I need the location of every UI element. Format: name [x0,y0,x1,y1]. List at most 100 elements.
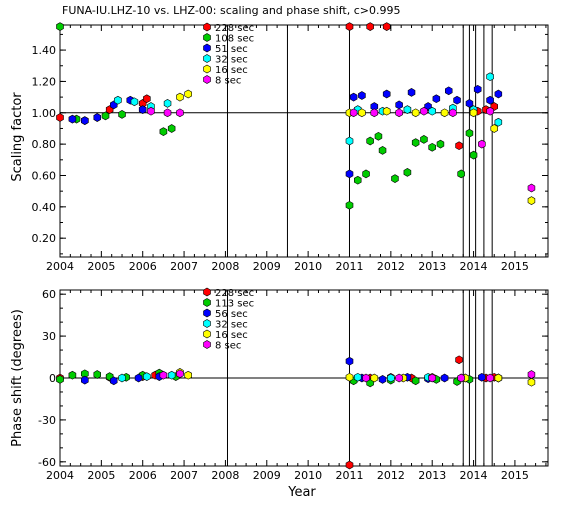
data-point [159,127,168,136]
data-point [411,376,420,386]
data-point [345,200,354,210]
data-point [465,99,474,108]
legend-marker [203,308,211,318]
data-point [527,196,536,205]
legend-marker [203,64,211,74]
data-point [353,372,362,382]
data-point [349,92,358,102]
x-tick-label: 2006 [129,260,157,273]
data-point [457,373,465,383]
legend-label: 113 sec [215,299,254,310]
data-point [93,113,101,122]
legend-label: 228 sec [215,23,254,34]
data-point [163,108,172,118]
data-point [345,136,354,146]
data-point [345,372,354,382]
data-point [370,373,379,383]
data-point [93,370,101,379]
legend-marker [203,54,211,63]
data-point [374,131,383,141]
legend-label: 8 sec [215,76,241,87]
data-point [130,97,139,107]
phase-shift-panel: 2004 2005 2006 2007 2008 2009 2010 2011 2012 2013… [38,287,549,482]
data-point [184,370,192,380]
data-point [176,369,184,379]
legend-label: 16 sec [215,65,248,76]
data-point [118,373,126,383]
x-tick-label: 2012 [377,469,405,482]
data-point [143,372,151,381]
y-axis-label-phase: Phase shift (degrees) [10,309,25,447]
data-point [486,373,494,383]
data-point [81,375,89,385]
data-point [118,110,126,119]
data-point [494,117,503,127]
x-tick-label: 2010 [294,469,322,482]
data-point [382,106,391,116]
x-tick-label: 2007 [170,469,198,482]
x-tick-label: 2009 [253,260,281,273]
data-point [56,113,64,122]
data-point [68,370,77,380]
data-point [176,108,184,118]
data-point [378,375,387,384]
x-tick-label: 2008 [211,469,239,482]
data-point [395,100,403,110]
y-tick-label: 1.20 [32,75,57,88]
data-point [345,22,354,31]
data-point [382,22,391,31]
x-tick-label: 2013 [418,260,446,273]
y-tick-label: 0 [49,372,56,385]
data-point [407,88,416,97]
data-point [395,108,403,118]
y-tick-label: 0.40 [32,201,57,214]
data-point [358,91,366,100]
legend-marker [203,33,211,42]
data-point [411,138,420,147]
legend-label: 56 sec [215,309,248,320]
y-tick-label: 1.40 [32,44,57,57]
data-point [378,146,387,155]
data-point [420,106,428,116]
data-point [167,124,176,133]
legend-label: 8 sec [215,341,241,352]
data-point [527,377,536,387]
data-point [453,95,461,105]
data-point [473,84,482,94]
legend-marker [203,319,211,328]
legend-marker [203,340,211,349]
legend-label: 51 sec [215,44,248,55]
x-tick-label: 2006 [129,469,157,482]
data-point [428,142,437,152]
data-point [436,139,445,149]
data-point [420,135,428,144]
x-tick-label: 2015 [501,469,529,482]
data-point [490,124,499,133]
data-point [163,99,172,108]
data-point [147,106,155,116]
y-axis-label-scaling: Scaling factor [10,92,25,182]
data-point [362,169,370,179]
x-tick-label: 2011 [335,469,363,482]
data-point [143,94,151,104]
legend-marker [203,43,211,53]
x-tick-label: 2004 [46,469,74,482]
data-point [449,108,457,118]
x-tick-label: 2014 [460,260,488,273]
y-tick-label: -60 [38,456,56,469]
legend-marker [203,329,211,339]
y-tick-label: 0.80 [32,138,57,151]
data-point [486,95,494,105]
data-point [455,355,463,365]
data-point [176,92,184,102]
data-point [469,150,478,160]
x-tick-label: 2014 [460,469,488,482]
x-tick-label: 2005 [87,260,115,273]
data-point [167,370,176,380]
data-point [362,373,370,383]
legend-label: 32 sec [215,320,248,331]
data-point [478,139,486,149]
data-point [395,373,403,383]
data-point [382,89,391,99]
data-point [455,141,463,151]
